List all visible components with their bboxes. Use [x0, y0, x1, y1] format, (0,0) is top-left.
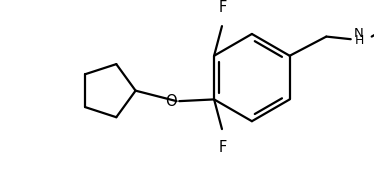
- Text: O: O: [165, 94, 176, 109]
- Text: F: F: [219, 140, 227, 155]
- Text: F: F: [219, 0, 227, 15]
- Text: N: N: [353, 27, 363, 40]
- Text: H: H: [355, 34, 364, 47]
